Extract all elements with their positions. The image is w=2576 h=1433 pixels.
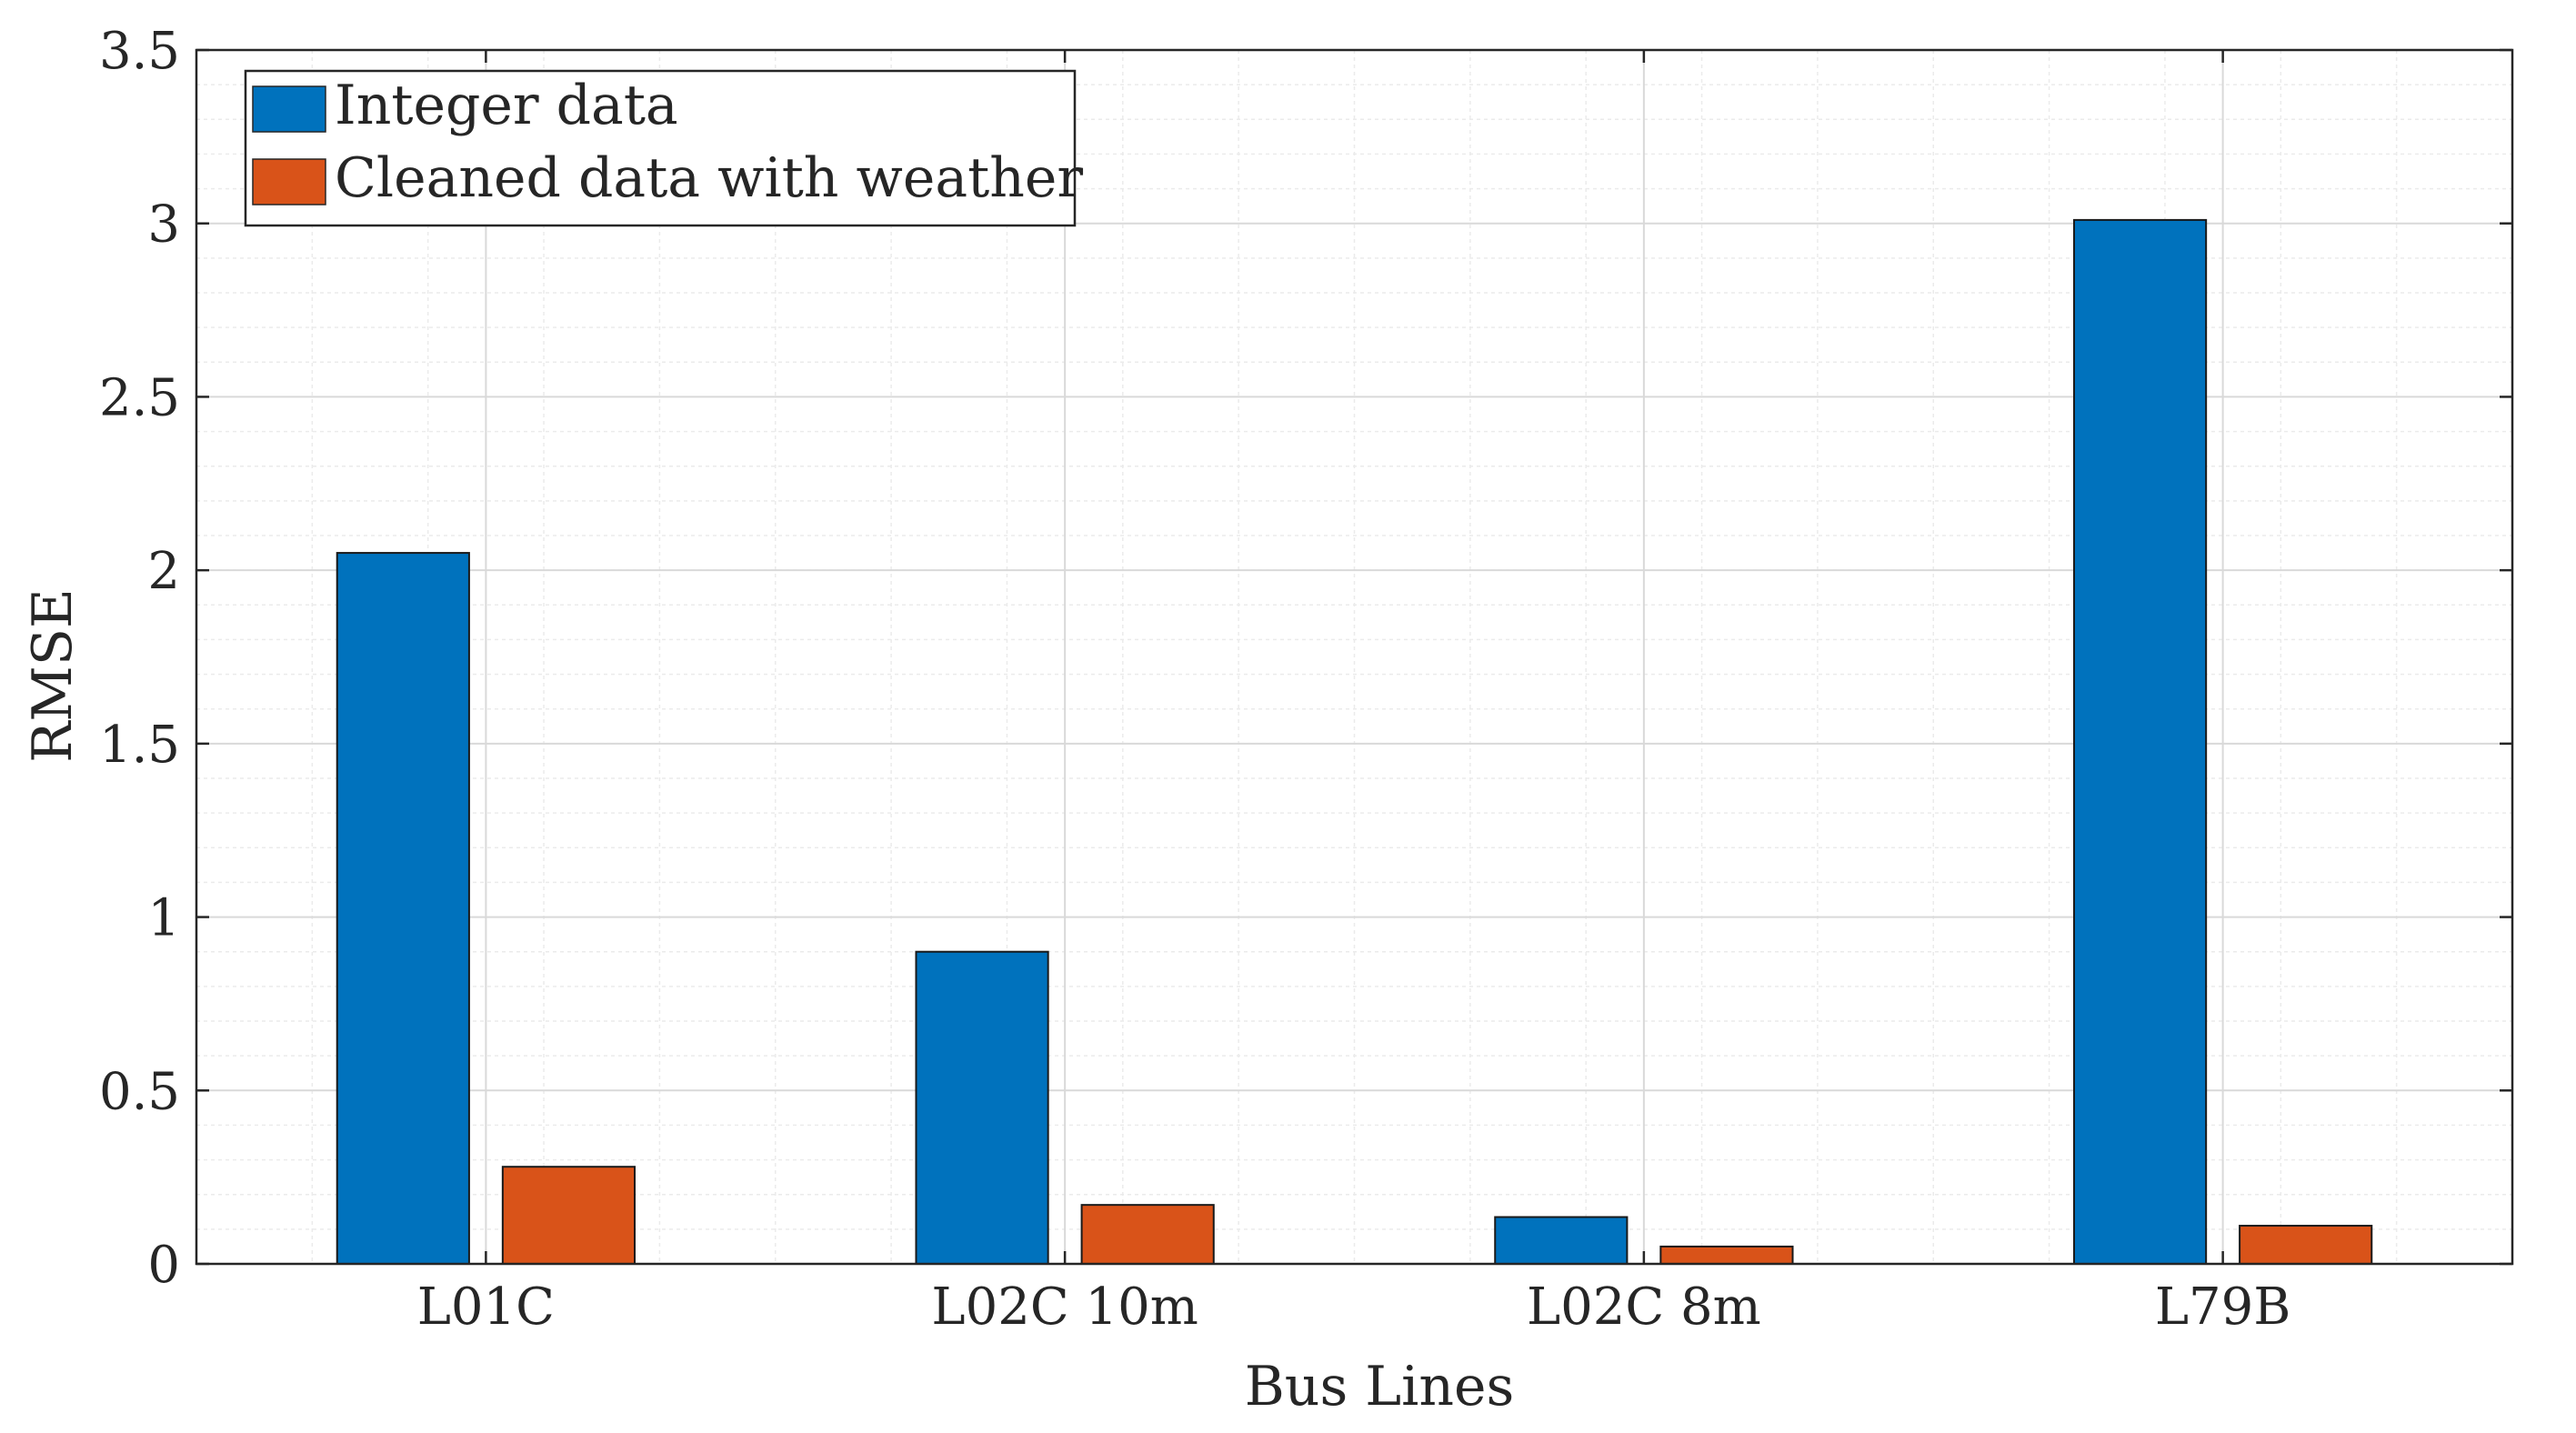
x-tick-label: L02C 10m	[931, 1278, 1198, 1337]
bar-cleaned-data-l02c-8m	[1659, 1245, 1794, 1266]
bar-integer-data-l01c	[336, 552, 470, 1265]
y-tick-label: 1	[147, 889, 180, 948]
y-axis-label: RMSE	[21, 588, 85, 763]
x-axis-label: Bus Lines	[1245, 1355, 1515, 1418]
bar-integer-data-l02c-10m	[915, 950, 1049, 1265]
bar-cleaned-data-l02c-10m	[1080, 1204, 1215, 1265]
axes	[195, 48, 2514, 1266]
legend-swatch-integer-data	[252, 85, 326, 133]
bar-cleaned-data-l01c	[501, 1166, 636, 1265]
y-tick-label: 1.5	[99, 716, 180, 775]
y-tick-label: 3.5	[99, 22, 180, 81]
x-tick-label: L01C	[417, 1278, 555, 1337]
legend-label-integer-data: Integer data	[335, 74, 678, 137]
legend-swatch-cleaned-data-with-weather	[252, 158, 326, 205]
bar-integer-data-l79b	[2072, 218, 2208, 1265]
x-tick-label: L02C 8m	[1527, 1278, 1761, 1337]
bars	[336, 218, 2373, 1266]
x-tick-label: L79B	[2155, 1278, 2291, 1337]
bar-integer-data-l02c-8m	[1494, 1216, 1629, 1266]
axes-box	[195, 48, 2514, 1266]
legend-label-cleaned-data-with-weather: Cleaned data with weather	[335, 146, 1083, 210]
y-tick-label: 2	[147, 542, 180, 601]
tick-labels: 0 0.5 1 1.5 2 2.5 3 3.5 L01C L02C 10m L02C 8m L79B	[99, 22, 2290, 1337]
legend: Integer data Cleaned data with weather	[244, 69, 1083, 227]
y-tick-label: 2.5	[99, 368, 180, 427]
y-tick-label: 0	[147, 1236, 180, 1295]
bar-cleaned-data-l79b	[2239, 1225, 2373, 1265]
y-tick-label: 0.5	[99, 1062, 180, 1121]
legend-box	[244, 69, 1077, 227]
y-tick-label: 3	[147, 195, 180, 255]
